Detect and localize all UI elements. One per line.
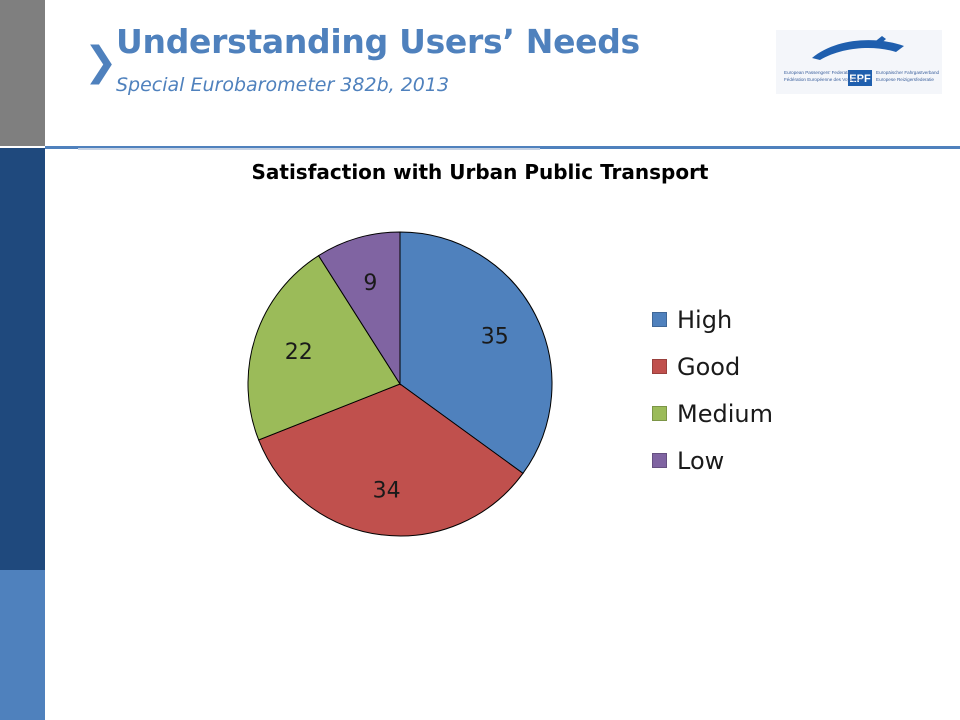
- legend-label-good: Good: [677, 352, 741, 381]
- pie-slice-medium: [247, 254, 401, 441]
- pie-slice-high: [399, 231, 553, 475]
- sidebar-decoration: [0, 0, 45, 720]
- epf-logo: EPF European Passengers' Federation Fédé…: [776, 30, 942, 94]
- logo-mark-box: [848, 70, 872, 86]
- header-divider-highlight: [78, 148, 540, 150]
- logo-mark-text: EPF: [849, 73, 871, 85]
- logo-line1-right: Europäischer Fahrgastverband: [876, 70, 940, 75]
- sidebar-dark-segment: [0, 148, 45, 570]
- pie-slice-good: [258, 383, 524, 537]
- legend-label-high: High: [677, 305, 733, 334]
- sidebar-gray-segment: [0, 0, 45, 146]
- epf-logo-graphic: EPF European Passengers' Federation Fédé…: [776, 30, 942, 94]
- legend-item-high: High: [652, 296, 773, 343]
- legend-item-good: Good: [652, 343, 773, 390]
- header-divider: [45, 146, 960, 149]
- data-label-good: 34: [373, 479, 401, 504]
- legend-label-medium: Medium: [677, 399, 773, 428]
- slide-title: Understanding Users’ Needs: [116, 22, 640, 61]
- pie-slice-low: [317, 231, 401, 386]
- slide-subtitle: Special Eurobarometer 382b, 2013: [116, 74, 450, 96]
- logo-swoosh-tip: [872, 36, 886, 46]
- chart-title-text: Satisfaction with Urban Public Transport: [251, 160, 709, 184]
- legend-swatch-high: [652, 312, 667, 327]
- chart-title: Satisfaction with Urban Public Transport: [0, 160, 960, 184]
- logo-line1-left: European Passengers' Federation: [784, 70, 854, 75]
- legend-item-medium: Medium: [652, 390, 773, 437]
- logo-line2-left: Fédération Européenne des Voyageurs: [784, 77, 865, 82]
- legend-swatch-medium: [652, 406, 667, 421]
- logo-line2-right: Europese Reizigersfederatie: [876, 77, 934, 82]
- legend-label-low: Low: [677, 446, 725, 475]
- legend-item-low: Low: [652, 437, 773, 484]
- logo-swoosh: [812, 40, 904, 60]
- data-label-low: 9: [363, 271, 377, 296]
- chart-legend: High Good Medium Low: [652, 296, 773, 484]
- legend-swatch-good: [652, 359, 667, 374]
- sidebar-light-segment: [0, 570, 45, 720]
- data-label-high: 35: [481, 325, 509, 350]
- legend-swatch-low: [652, 453, 667, 468]
- data-label-medium: 22: [285, 340, 313, 365]
